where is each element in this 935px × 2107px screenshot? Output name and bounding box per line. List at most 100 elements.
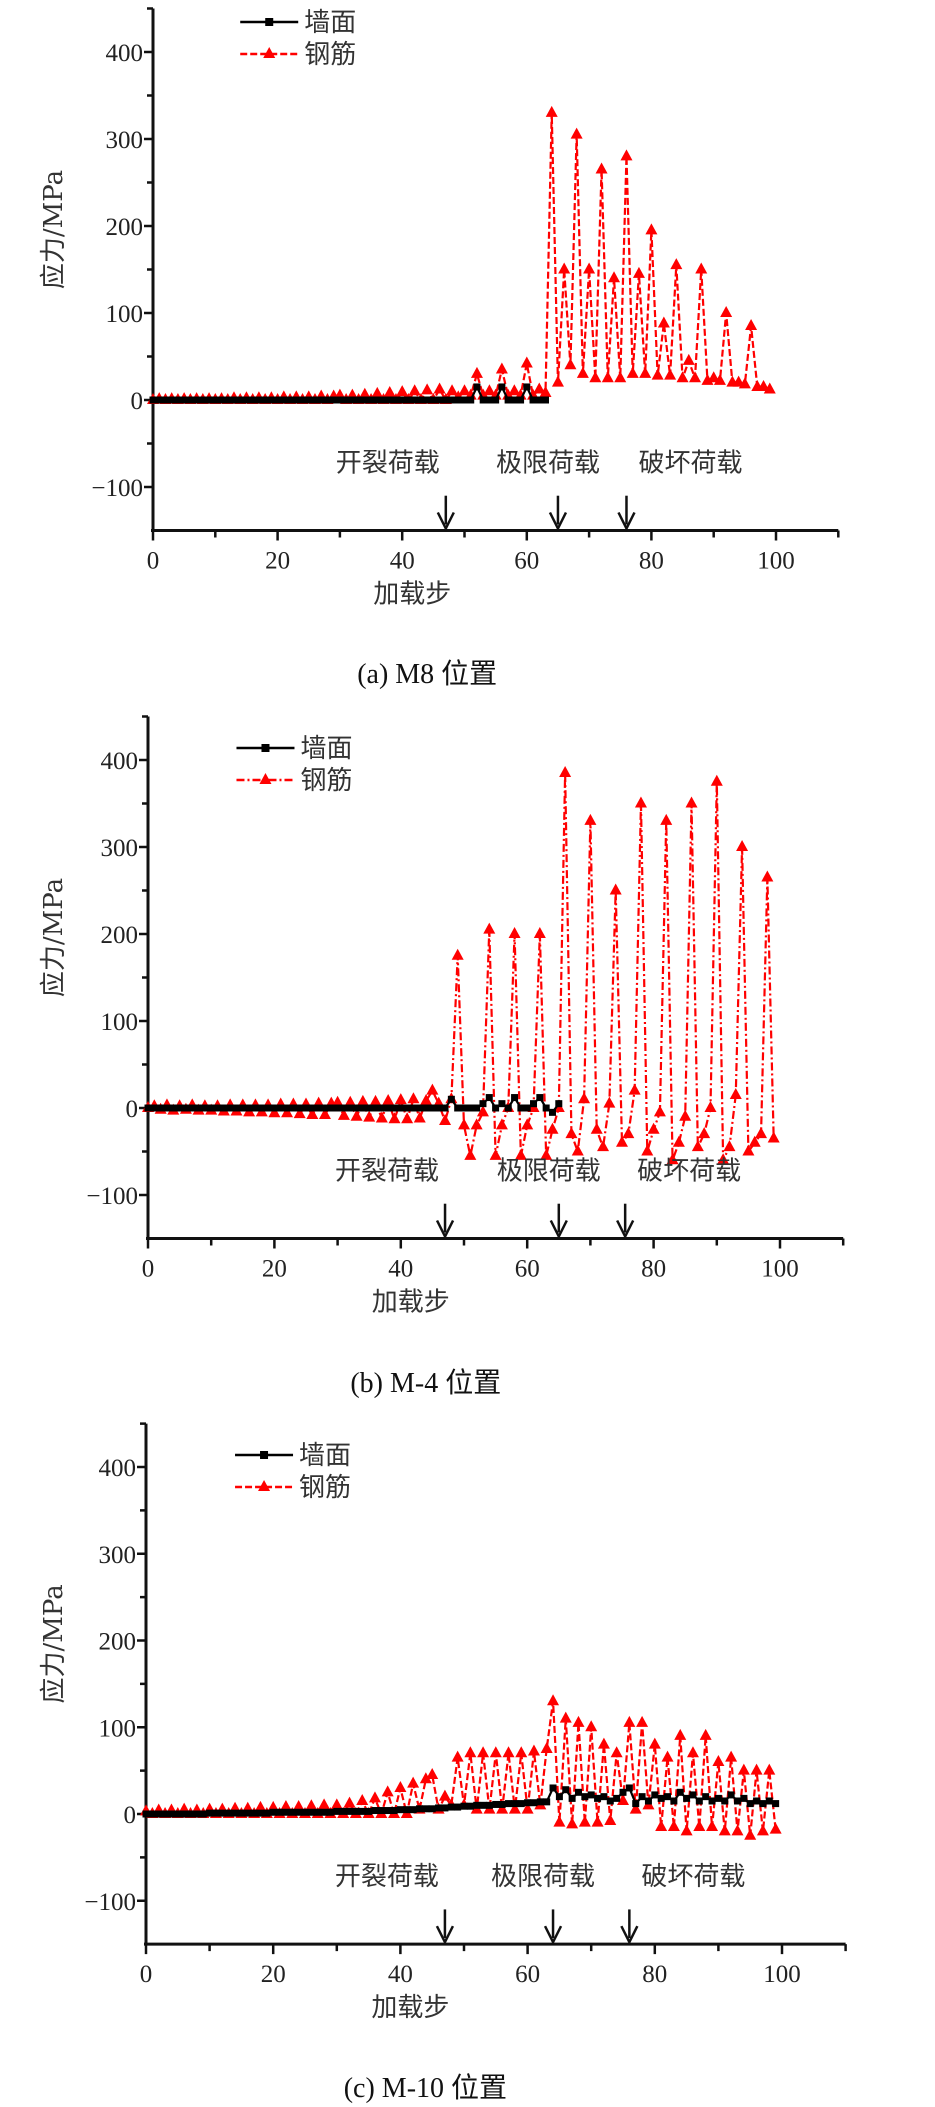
data-point — [380, 396, 388, 404]
data-point — [426, 1767, 439, 1779]
data-point — [428, 1805, 436, 1813]
data-point — [142, 1810, 150, 1818]
data-point — [330, 1798, 343, 1810]
data-point — [289, 1104, 297, 1112]
data-point — [409, 1104, 417, 1112]
annotation-label: 开裂荷载 — [336, 448, 440, 478]
data-point — [581, 1793, 589, 1801]
data-point — [237, 1809, 245, 1817]
data-point — [572, 1715, 585, 1727]
data-point — [510, 396, 518, 404]
arrow-down-icon — [435, 1219, 455, 1240]
data-point — [559, 766, 572, 778]
data-point — [454, 396, 462, 404]
data-point — [639, 366, 652, 378]
arrow-down-icon — [436, 511, 455, 532]
annotation-label: 极限荷载 — [496, 448, 600, 478]
data-point — [439, 1114, 452, 1126]
data-point — [748, 1135, 761, 1147]
data-point — [361, 396, 369, 404]
data-point — [454, 1803, 462, 1811]
series-line — [152, 112, 771, 403]
series-rebar — [142, 766, 780, 1165]
data-point — [699, 1728, 712, 1740]
data-point — [269, 1808, 277, 1816]
data-point — [498, 1100, 506, 1108]
data-point — [473, 383, 481, 391]
data-point — [623, 1715, 636, 1727]
data-point — [578, 1092, 591, 1104]
data-point — [268, 1106, 281, 1118]
data-point — [420, 1094, 433, 1106]
arrow-down-icon — [543, 1925, 563, 1945]
data-point — [767, 1131, 780, 1143]
data-point — [535, 396, 543, 404]
data-point — [205, 396, 213, 404]
data-point — [729, 1087, 742, 1099]
data-point — [559, 1711, 572, 1723]
data-point — [327, 1104, 335, 1112]
data-point — [261, 396, 269, 404]
data-point — [753, 1797, 761, 1805]
data-point — [464, 1746, 477, 1758]
x-axis-label: 加载步 — [372, 1288, 450, 1318]
data-point — [558, 262, 571, 274]
y-tick-label: −100 — [91, 475, 143, 502]
legend-marker — [263, 47, 276, 58]
data-point — [258, 1104, 266, 1112]
data-point — [603, 1096, 616, 1108]
y-tick-label: 200 — [106, 214, 144, 241]
data-point — [334, 1104, 342, 1112]
data-point — [479, 396, 487, 404]
legend-marker — [259, 773, 272, 784]
data-point — [708, 1797, 716, 1805]
data-point — [584, 813, 597, 825]
data-point — [725, 1750, 738, 1762]
data-point — [622, 1127, 635, 1139]
data-point — [397, 1104, 405, 1112]
y-axis-label: 应力/MPa — [39, 878, 69, 997]
x-tick-label: 0 — [147, 548, 160, 575]
data-point — [435, 1104, 443, 1112]
annotation-0: 开裂荷载 — [335, 1862, 455, 1945]
data-point — [403, 1104, 411, 1112]
data-point — [529, 396, 537, 404]
legend-marker — [265, 18, 274, 26]
data-point — [595, 162, 608, 174]
data-point — [174, 396, 182, 404]
data-point — [608, 271, 621, 283]
data-point — [576, 366, 589, 378]
data-point — [352, 1807, 360, 1815]
arrow-down-icon — [620, 1925, 639, 1945]
data-point — [163, 1104, 171, 1112]
data-point — [371, 1807, 379, 1815]
data-point — [566, 1817, 579, 1829]
series-rebar — [147, 105, 776, 404]
data-point — [533, 927, 546, 938]
data-point — [670, 1797, 678, 1805]
x-tick-label: 20 — [265, 548, 290, 575]
annotation-label: 开裂荷载 — [335, 1862, 439, 1892]
data-point — [583, 262, 596, 274]
data-point — [394, 1093, 407, 1105]
data-point — [731, 1824, 744, 1836]
data-point — [451, 948, 464, 960]
data-point — [648, 1737, 661, 1749]
data-point — [317, 396, 325, 404]
data-point — [168, 396, 176, 404]
data-point — [562, 1786, 570, 1794]
data-point — [632, 1800, 640, 1808]
data-point — [244, 1809, 252, 1817]
legend-marker — [261, 744, 270, 752]
data-point — [182, 1104, 190, 1112]
data-point — [691, 1140, 704, 1152]
data-point — [689, 1791, 697, 1799]
data-point — [727, 1791, 735, 1799]
data-point — [541, 396, 549, 404]
x-tick-label: 0 — [142, 1256, 155, 1283]
data-point — [394, 1780, 407, 1792]
data-point — [672, 1135, 685, 1147]
data-point — [255, 396, 263, 404]
data-point — [460, 1104, 468, 1112]
